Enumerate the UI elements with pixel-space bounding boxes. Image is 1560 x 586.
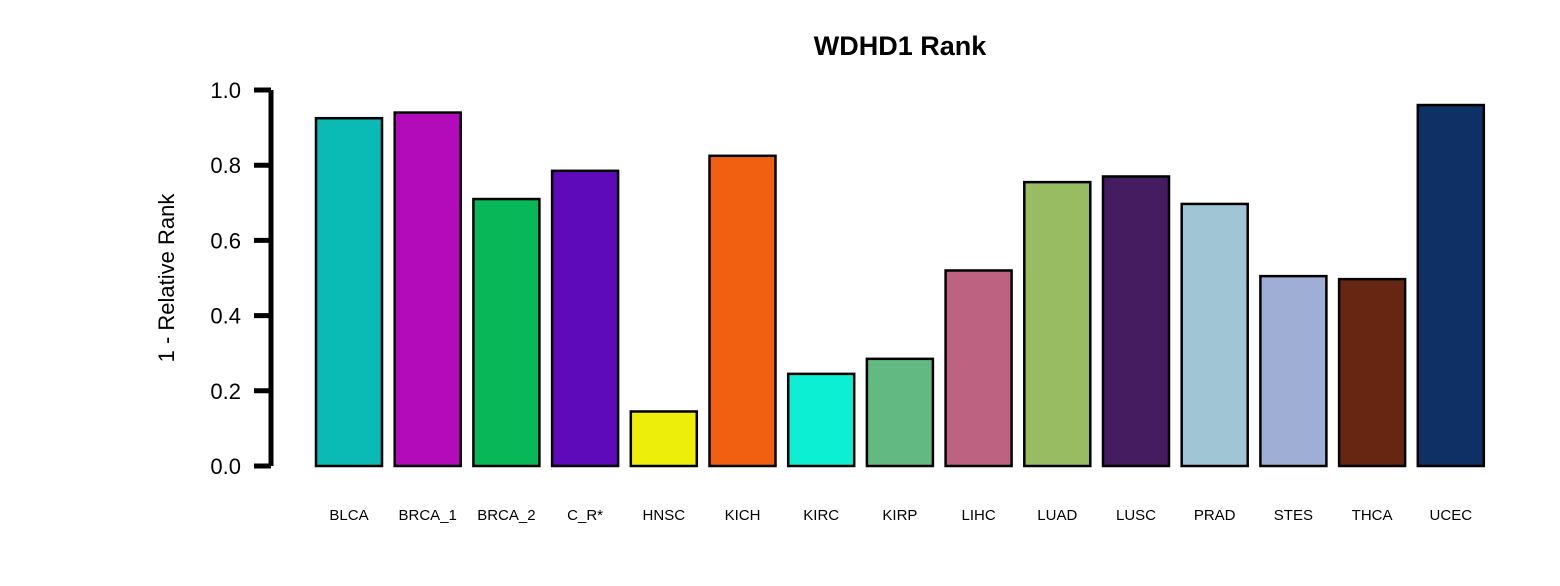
x-tick-label: STES: [1274, 507, 1313, 524]
x-tick-label: KIRP: [882, 507, 917, 524]
bar-lihc: [944, 269, 1013, 468]
bars: [314, 103, 1486, 468]
bar-hnsc: [629, 410, 699, 468]
x-tick-label: HNSC: [643, 507, 686, 524]
y-axis: 0.0 0.2 0.4 0.6 0.8 1.0: [210, 78, 274, 479]
x-axis-labels: BLCA BRCA_1 BRCA_2 C_R* HNSC KICH KIRC KIRP LIHC…: [329, 507, 1472, 524]
x-tick-label: THCA: [1352, 507, 1393, 524]
bar-blca: [314, 116, 384, 468]
y-tick-label: 0.2: [210, 379, 241, 404]
bar-stes: [1259, 274, 1328, 468]
bar-brca-1: [393, 111, 462, 468]
x-tick-label: BLCA: [329, 507, 368, 524]
x-tick-label: KICH: [725, 507, 761, 524]
bar-kich: [708, 154, 777, 468]
x-tick-label: PRAD: [1194, 507, 1236, 524]
bar-lusc: [1101, 175, 1171, 468]
y-tick-label: 0.0: [210, 454, 241, 479]
y-tick-label: 0.8: [210, 153, 241, 178]
x-tick-label: LIHC: [962, 507, 996, 524]
y-axis-label: 1 - Relative Rank: [154, 193, 179, 363]
bar-luad: [1023, 180, 1092, 468]
x-tick-label: UCEC: [1430, 507, 1473, 524]
x-tick-label: KIRC: [803, 507, 839, 524]
bar-prad: [1180, 202, 1249, 468]
x-tick-label: C_R*: [567, 507, 603, 524]
x-tick-label: LUSC: [1116, 507, 1156, 524]
y-tick-label: 0.6: [210, 228, 241, 253]
bar-kirc: [786, 372, 856, 468]
x-tick-label: BRCA_1: [399, 507, 457, 524]
y-tick-label: 0.4: [210, 304, 241, 329]
bar-thca: [1337, 277, 1407, 468]
y-tick-label: 1.0: [210, 78, 241, 103]
bar-c-r: [550, 169, 620, 468]
bar-brca-2: [472, 197, 541, 468]
bar-ucec: [1416, 103, 1486, 468]
x-tick-label: BRCA_2: [477, 507, 535, 524]
bar-kirp: [865, 357, 935, 468]
chart-title: WDHD1 Rank: [814, 31, 988, 61]
x-tick-label: LUAD: [1037, 507, 1077, 524]
